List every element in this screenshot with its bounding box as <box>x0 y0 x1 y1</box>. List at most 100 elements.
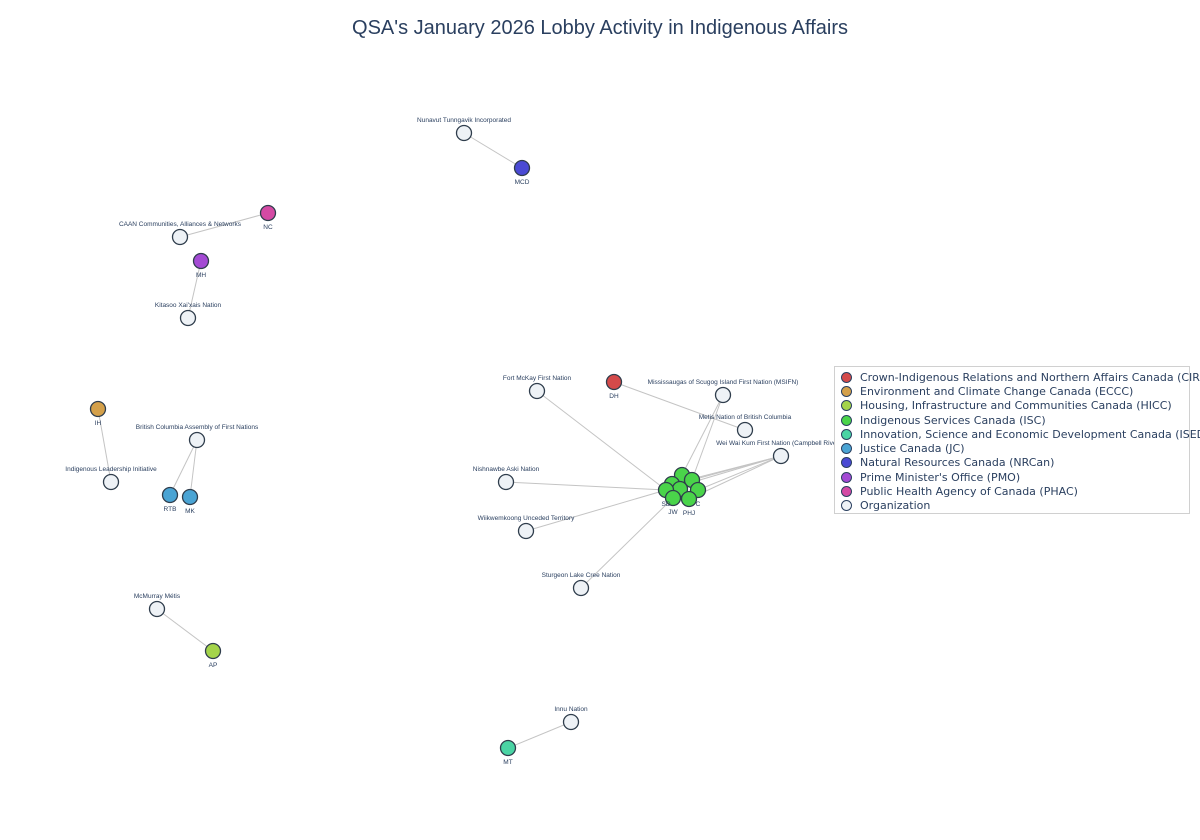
node-label: CAAN Communities, Alliances & Networks <box>119 221 242 228</box>
edge <box>691 394 724 481</box>
legend-label: Innovation, Science and Economic Develop… <box>860 427 1200 441</box>
node-caan[interactable] <box>171 228 189 246</box>
chart-title: QSA's January 2026 Lobby Activity in Ind… <box>352 17 848 39</box>
node-mk[interactable] <box>181 488 199 506</box>
node-ili[interactable] <box>102 473 120 491</box>
edge <box>505 481 667 491</box>
edge <box>681 394 724 476</box>
node-label: MK <box>185 508 195 515</box>
edge <box>179 212 269 238</box>
node-label: Mississaugas of Scugog Island First Nati… <box>648 379 799 386</box>
legend-marker-icon <box>841 414 852 426</box>
node-kxn[interactable] <box>179 309 197 327</box>
node-label: MCD <box>515 179 530 186</box>
edge <box>189 439 198 498</box>
node-label: McMurray Métis <box>134 593 181 600</box>
node-fmk[interactable] <box>528 382 546 400</box>
edge <box>97 408 112 483</box>
node-label: PHJ <box>683 510 695 517</box>
node-mnbc[interactable] <box>736 421 754 439</box>
legend-label: Environment and Climate Change Canada (E… <box>860 384 1134 398</box>
legend-label: Public Health Agency of Canada (PHAC) <box>860 485 1078 499</box>
node-label: Wei Wai Kum First Nation (Campbell River… <box>716 440 846 447</box>
legend-item-phac[interactable]: Public Health Agency of Canada (PHAC) <box>841 484 1189 498</box>
node-label: British Columbia Assembly of First Natio… <box>136 424 259 431</box>
legend-label: Justice Canada (JC) <box>860 442 965 456</box>
node-wut[interactable] <box>517 522 535 540</box>
edge <box>169 439 198 496</box>
legend-marker-icon <box>841 486 852 498</box>
node-nc[interactable] <box>259 204 277 222</box>
node-ap[interactable] <box>204 642 222 660</box>
legend-label: Housing, Infrastructure and Communities … <box>860 399 1172 413</box>
legend: Crown-Indigenous Relations and Northern … <box>834 366 1200 514</box>
node-label: Innu Nation <box>554 706 588 713</box>
edge <box>525 489 667 532</box>
legend-marker-icon <box>841 385 852 397</box>
edge <box>613 381 746 431</box>
node-slcn[interactable] <box>572 579 590 597</box>
legend-label: Natural Resources Canada (NRCan) <box>860 456 1055 470</box>
node-ih[interactable] <box>89 400 107 418</box>
legend-item-org[interactable]: Organization <box>841 499 1189 513</box>
legend-item-hicc[interactable]: Housing, Infrastructure and Communities … <box>841 399 1189 413</box>
node-label: Kitasoo Xai'xais Nation <box>155 302 222 309</box>
node-label: MH <box>196 272 206 279</box>
node-dh[interactable] <box>605 373 623 391</box>
node-label: IH <box>95 420 102 427</box>
node-label: RTB <box>164 506 177 513</box>
edge <box>580 497 674 589</box>
edge <box>536 390 667 491</box>
node-label: Fort McKay First Nation <box>503 375 572 382</box>
legend-marker-icon <box>841 457 852 469</box>
legend-marker-icon <box>841 500 852 512</box>
legend-marker-icon <box>841 428 852 440</box>
node-bcafn[interactable] <box>188 431 206 449</box>
node-innu[interactable] <box>562 713 580 731</box>
node-wwk[interactable] <box>772 447 790 465</box>
node-nti[interactable] <box>455 124 473 142</box>
edge <box>187 260 202 319</box>
node-label: Indigenous Leadership Initiative <box>65 466 157 473</box>
edge <box>463 132 523 169</box>
node-mm[interactable] <box>148 600 166 618</box>
legend-item-cirnac[interactable]: Crown-Indigenous Relations and Northern … <box>841 370 1200 384</box>
legend-marker-icon <box>841 400 852 412</box>
node-label: C <box>696 501 701 508</box>
node-mt[interactable] <box>499 739 517 757</box>
node-mh[interactable] <box>192 252 210 270</box>
node-rtb[interactable] <box>161 486 179 504</box>
node-label: MT <box>503 759 512 766</box>
legend-item-jc[interactable]: Justice Canada (JC) <box>841 441 1189 455</box>
node-label: DH <box>609 393 619 400</box>
node-label: SD <box>661 501 670 508</box>
legend-label: Prime Minister's Office (PMO) <box>860 470 1021 484</box>
node-label: Nishnawbe Aski Nation <box>473 466 540 473</box>
node-msifn[interactable] <box>714 386 732 404</box>
edge <box>507 721 572 749</box>
legend-item-ised[interactable]: Innovation, Science and Economic Develop… <box>841 427 1200 441</box>
node-label: JW <box>668 509 678 516</box>
node-mcd[interactable] <box>513 159 531 177</box>
legend-item-isc[interactable]: Indigenous Services Canada (ISC) <box>841 413 1189 427</box>
legend-marker-icon <box>841 371 852 383</box>
node-label: Sturgeon Lake Cree Nation <box>542 572 621 579</box>
legend-marker-icon <box>841 443 852 455</box>
node-nan[interactable] <box>497 473 515 491</box>
node-label: Nunavut Tunngavik Incorporated <box>417 117 511 124</box>
node-label: AP <box>209 662 218 669</box>
node-label: Wiikwemkoong Unceded Territory <box>478 515 575 522</box>
legend-item-eccc[interactable]: Environment and Climate Change Canada (E… <box>841 384 1189 398</box>
legend-label: Crown-Indigenous Relations and Northern … <box>860 370 1200 384</box>
node-jw[interactable] <box>664 489 682 507</box>
legend-marker-icon <box>841 471 852 483</box>
node-label: Metis Nation of British Columbia <box>699 414 792 421</box>
edge <box>697 455 782 491</box>
legend-item-nrcan[interactable]: Natural Resources Canada (NRCan) <box>841 456 1189 470</box>
node-phj[interactable] <box>680 490 698 508</box>
edge <box>156 608 214 652</box>
legend-label: Indigenous Services Canada (ISC) <box>860 413 1046 427</box>
legend-item-pmo[interactable]: Prime Minister's Office (PMO) <box>841 470 1189 484</box>
node-label: NC <box>263 224 273 231</box>
